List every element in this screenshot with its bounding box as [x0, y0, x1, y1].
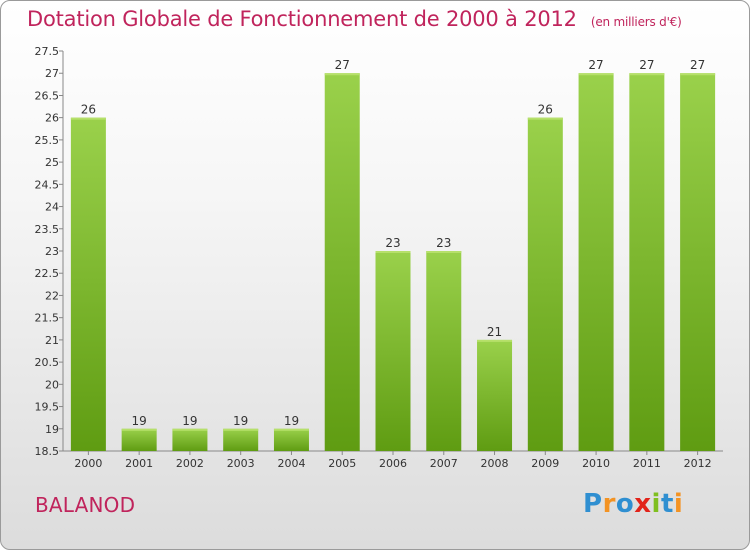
- data-label-2002: 19: [182, 414, 197, 428]
- data-label-2009: 26: [538, 103, 553, 117]
- y-tick-label: 26.5: [35, 89, 60, 102]
- chart-title: Dotation Globale de Fonctionnement de 20…: [27, 7, 682, 31]
- x-tick-label-2012: 2012: [684, 457, 712, 470]
- data-label-2006: 23: [385, 236, 400, 250]
- x-tick-label-2005: 2005: [328, 457, 356, 470]
- title-text: Dotation Globale de Fonctionnement de 20…: [27, 7, 577, 31]
- y-tick-label: 20: [45, 378, 59, 391]
- bar-highlight: [223, 428, 259, 431]
- y-tick-label: 23.5: [35, 223, 60, 236]
- x-tick-label-2009: 2009: [531, 457, 559, 470]
- bar-highlight: [477, 339, 513, 342]
- x-tick-label-2008: 2008: [481, 457, 509, 470]
- y-tick-label: 22: [45, 289, 59, 302]
- x-tick-label-2004: 2004: [277, 457, 305, 470]
- y-tick-label: 25.5: [35, 134, 60, 147]
- x-tick-label-2006: 2006: [379, 457, 407, 470]
- y-tick-label: 20.5: [35, 356, 60, 369]
- bar-2001: [121, 428, 157, 451]
- bar-2012: [680, 73, 716, 451]
- commune-name: BALANOD: [35, 493, 136, 517]
- bar-highlight: [375, 251, 411, 253]
- bar-2000: [70, 117, 106, 452]
- bar-highlight: [527, 117, 563, 120]
- y-tick-label: 18.5: [35, 445, 60, 458]
- logo-letter: i: [651, 489, 661, 519]
- bar-2009: [527, 117, 563, 452]
- y-tick-label: 24: [45, 201, 59, 214]
- data-label-2003: 19: [233, 414, 248, 428]
- bar-2011: [629, 73, 665, 451]
- y-tick-label: 27: [45, 67, 59, 80]
- logo-letter: P: [583, 489, 603, 519]
- proxiti-logo: Proxiti: [583, 489, 683, 519]
- data-label-2011: 27: [639, 58, 654, 72]
- bar-highlight: [680, 73, 716, 76]
- y-tick-label: 21: [45, 334, 59, 347]
- x-tick-label-2010: 2010: [582, 457, 610, 470]
- x-tick-label-2000: 2000: [74, 457, 102, 470]
- bar-2004: [273, 428, 309, 451]
- y-tick-label: 21.5: [35, 312, 60, 325]
- data-label-2004: 19: [284, 414, 299, 428]
- bar-2003: [223, 428, 259, 451]
- y-tick-label: 24.5: [35, 178, 60, 191]
- bar-highlight: [629, 73, 665, 76]
- bar-highlight: [121, 428, 157, 431]
- logo-letter: i: [673, 489, 684, 519]
- logo-letter: x: [634, 489, 652, 519]
- bar-2008: [477, 339, 513, 451]
- bar-2006: [375, 251, 411, 451]
- data-label-2001: 19: [132, 414, 147, 428]
- y-tick-label: 27.5: [35, 45, 60, 58]
- bar-2007: [426, 251, 462, 451]
- y-tick-label: 25: [45, 156, 59, 169]
- y-tick-label: 22.5: [35, 267, 60, 280]
- bar-highlight: [273, 428, 309, 431]
- logo-letter: r: [602, 489, 616, 519]
- data-label-2007: 23: [436, 236, 451, 250]
- bar-highlight: [324, 73, 360, 76]
- x-tick-label-2001: 2001: [125, 457, 153, 470]
- x-tick-label-2002: 2002: [176, 457, 204, 470]
- data-label-2000: 26: [81, 103, 96, 117]
- bar-2010: [578, 73, 614, 451]
- bar-highlight: [70, 117, 106, 120]
- bar-highlight: [578, 73, 614, 76]
- logo-letter: o: [615, 489, 635, 519]
- bar-highlight: [426, 251, 462, 253]
- bar-2002: [172, 428, 208, 451]
- bar-highlight: [172, 428, 208, 431]
- x-tick-label-2003: 2003: [227, 457, 255, 470]
- x-tick-label-2011: 2011: [633, 457, 661, 470]
- data-label-2005: 27: [335, 58, 350, 72]
- y-tick-label: 26: [45, 112, 59, 125]
- chart-subtitle: (en milliers d'€): [590, 15, 682, 29]
- logo-letter: t: [660, 489, 674, 519]
- data-label-2012: 27: [690, 58, 705, 72]
- bar-2005: [324, 73, 360, 451]
- y-tick-label: 19: [45, 423, 59, 436]
- x-tick-label-2007: 2007: [430, 457, 458, 470]
- y-tick-label: 19.5: [35, 401, 60, 414]
- data-label-2010: 27: [588, 58, 603, 72]
- y-tick-label: 23: [45, 245, 59, 258]
- data-label-2008: 21: [487, 325, 502, 339]
